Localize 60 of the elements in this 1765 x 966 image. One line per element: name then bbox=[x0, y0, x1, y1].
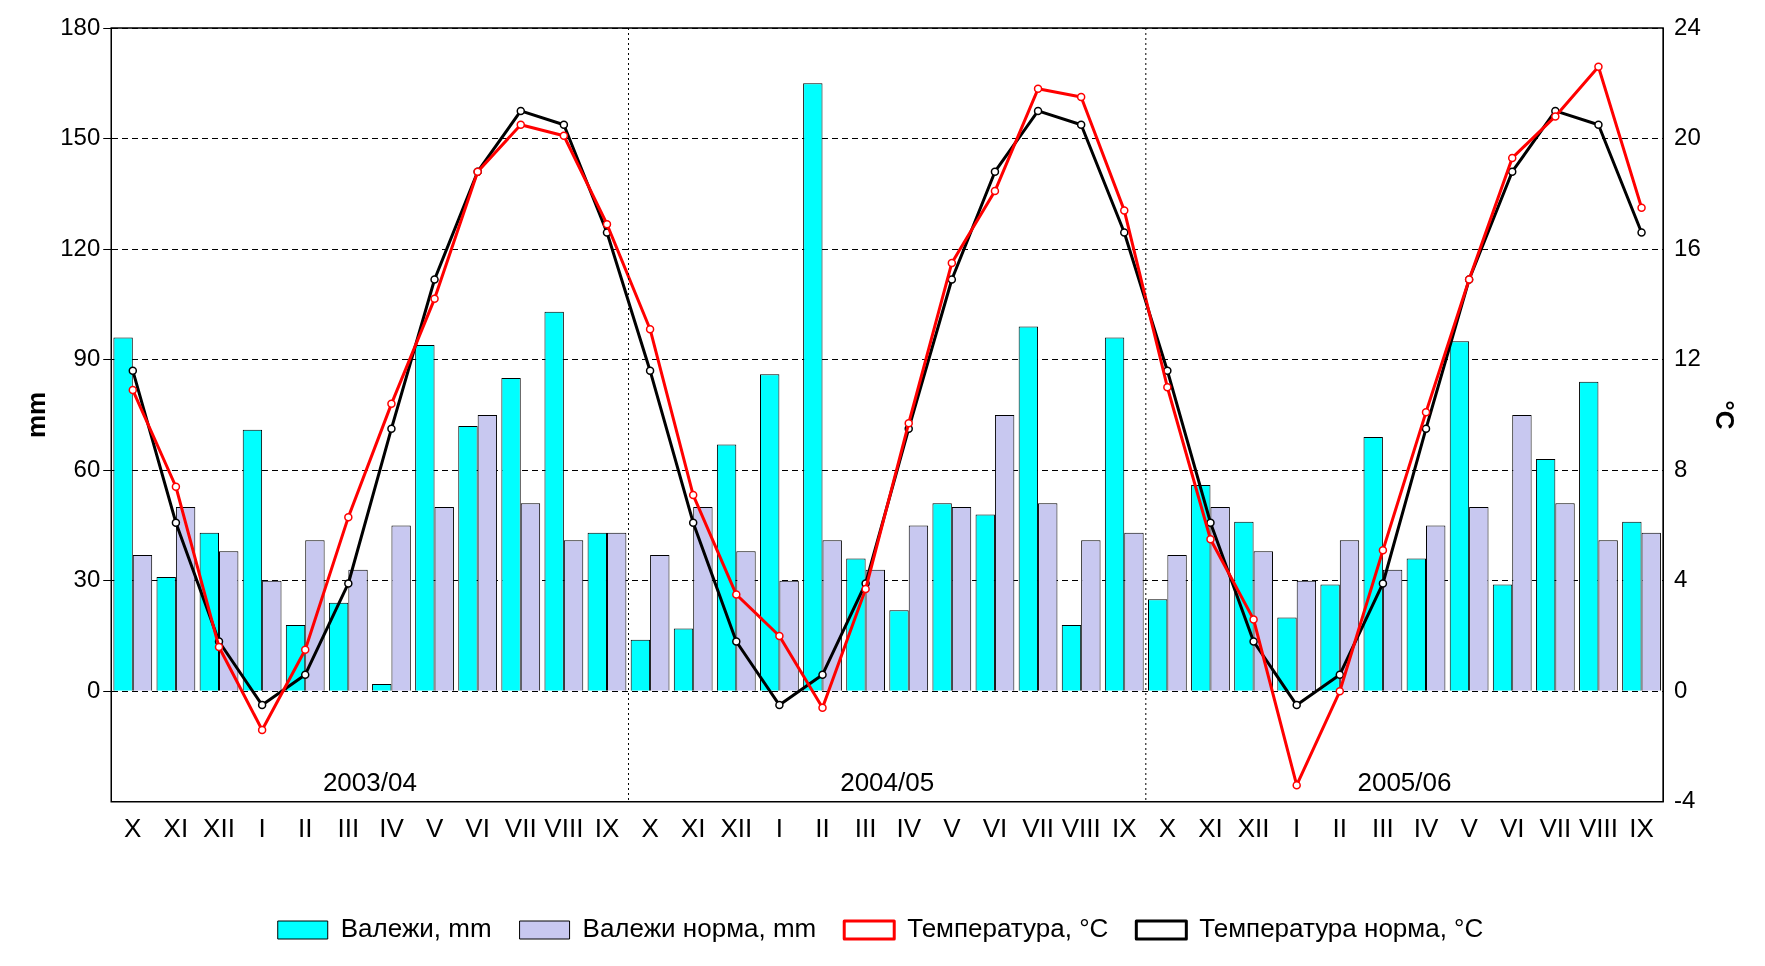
x-tick-label: XII bbox=[1237, 812, 1270, 843]
x-tick-label: VII bbox=[1539, 812, 1572, 843]
x-tick-label: X bbox=[124, 812, 142, 843]
x-tick-label: IX bbox=[1111, 812, 1137, 843]
annotation: 2005/06 bbox=[1357, 766, 1452, 797]
legend-label: Валежи норма, mm bbox=[582, 913, 817, 944]
y-tick-label: 60 bbox=[73, 454, 101, 482]
y-tick-label: 120 bbox=[60, 233, 101, 261]
x-tick-label: IX bbox=[594, 812, 620, 843]
y-tick-label: 0 bbox=[86, 675, 101, 703]
x-tick-label: VIII bbox=[1578, 812, 1618, 843]
y2-tick-label: -4 bbox=[1674, 786, 1696, 814]
x-tick-label: III bbox=[854, 812, 877, 843]
x-tick-label: V bbox=[425, 812, 444, 843]
x-tick-label: V bbox=[1460, 812, 1479, 843]
x-tick-label: XII bbox=[720, 812, 753, 843]
x-tick-label: IV bbox=[379, 812, 405, 843]
x-tick-label: XII bbox=[203, 812, 235, 843]
x-tick-label: III bbox=[1372, 812, 1394, 843]
y-tick-label: 30 bbox=[73, 565, 101, 593]
y-axis-title: mm bbox=[20, 391, 51, 439]
y2-tick-label: 20 bbox=[1674, 123, 1701, 151]
y-tick-label: 150 bbox=[60, 123, 101, 151]
x-tick-label: VI bbox=[982, 812, 1008, 843]
x-tick-label: XI bbox=[1198, 812, 1223, 843]
y2-tick-label: 0 bbox=[1674, 675, 1688, 703]
x-tick-label: VII bbox=[504, 812, 537, 843]
x-tick-label: X bbox=[641, 812, 659, 843]
x-tick-label: IX bbox=[1629, 812, 1654, 843]
x-tick-label: IV bbox=[1413, 812, 1439, 843]
y2-tick-label: 16 bbox=[1674, 233, 1701, 261]
y-tick-label: 90 bbox=[73, 344, 101, 372]
x-tick-label: VI bbox=[465, 812, 490, 843]
y-tick-label: 180 bbox=[60, 12, 101, 40]
x-tick-label: XI bbox=[680, 812, 706, 843]
legend-label: Температура, °C bbox=[907, 913, 1109, 944]
x-tick-label: XI bbox=[163, 812, 189, 843]
x-tick-label: I bbox=[1293, 812, 1301, 843]
annotation: 2004/05 bbox=[840, 766, 935, 797]
y2-tick-label: 24 bbox=[1674, 12, 1701, 40]
x-tick-label: X bbox=[1158, 812, 1177, 843]
annotation: 2003/04 bbox=[322, 766, 417, 797]
legend-label: Температура норма, °C bbox=[1199, 913, 1484, 944]
x-tick-label: I bbox=[775, 812, 784, 843]
x-tick-label: VII bbox=[1022, 812, 1054, 843]
y2-tick-label: 12 bbox=[1674, 344, 1701, 372]
y2-axis-title: °C bbox=[1710, 400, 1741, 430]
x-tick-label: II bbox=[298, 812, 313, 843]
x-tick-label: VIII bbox=[1061, 812, 1101, 843]
x-tick-label: I bbox=[258, 812, 266, 843]
x-tick-label: VIII bbox=[544, 812, 584, 843]
x-tick-label: IV bbox=[896, 812, 922, 843]
x-tick-label: II bbox=[1332, 812, 1348, 843]
x-tick-label: VI bbox=[1499, 812, 1525, 843]
y2-tick-label: 8 bbox=[1674, 454, 1688, 482]
y2-tick-label: 4 bbox=[1674, 565, 1688, 593]
legend-label: Валежи, mm bbox=[340, 913, 492, 944]
x-tick-label: III bbox=[337, 812, 360, 843]
x-tick-label: V bbox=[943, 812, 962, 843]
x-tick-label: II bbox=[815, 812, 830, 843]
